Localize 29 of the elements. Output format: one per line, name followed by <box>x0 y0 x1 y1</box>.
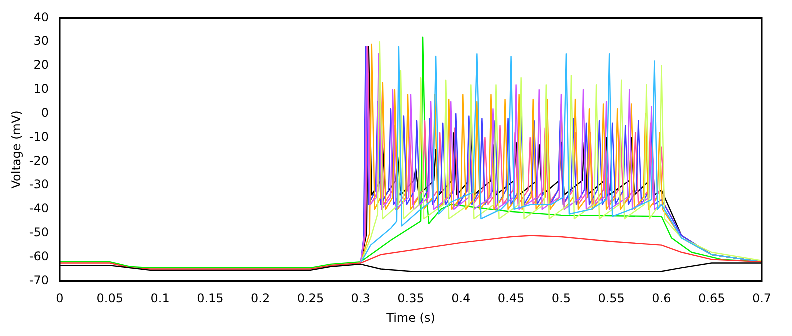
x-tick-label: 0.7 <box>752 292 772 306</box>
y-tick-label: 20 <box>34 58 49 72</box>
x-tick-label: 0.5 <box>552 292 571 306</box>
y-tick-label: 30 <box>34 34 49 48</box>
y-tick-label: 0 <box>41 106 49 120</box>
x-tick-label: 0 <box>56 292 64 306</box>
x-tick-label: 0.6 <box>652 292 672 306</box>
x-tick-label: 0.3 <box>351 292 370 306</box>
y-axis-title: Voltage (mV) <box>9 110 24 189</box>
y-tick-label: 40 <box>34 10 49 24</box>
x-tick-label: 0.35 <box>398 292 424 306</box>
y-tick-label: -10 <box>29 130 49 144</box>
y-tick-label: -50 <box>29 226 49 240</box>
x-axis-title: Time (s) <box>386 310 436 325</box>
y-tick-label: 10 <box>34 82 49 96</box>
x-tick-label: 0.2 <box>251 292 270 306</box>
x-tick-label: 0.05 <box>96 292 124 306</box>
x-tick-label: 0.25 <box>297 292 324 306</box>
y-tick-label: -20 <box>29 154 49 168</box>
x-tick-label: 0.4 <box>452 292 471 306</box>
y-tick-label: -70 <box>29 273 49 288</box>
y-tick-label: -60 <box>29 249 49 264</box>
x-tick-label: 0.65 <box>698 292 726 306</box>
x-tick-label: 0.45 <box>498 292 525 306</box>
x-tick-label: 0.55 <box>598 292 625 306</box>
y-tick-label: -30 <box>29 178 49 192</box>
x-tick-label: 0.15 <box>197 292 224 306</box>
y-tick-label: -40 <box>29 202 49 216</box>
x-tick-label: 0.1 <box>150 292 170 306</box>
